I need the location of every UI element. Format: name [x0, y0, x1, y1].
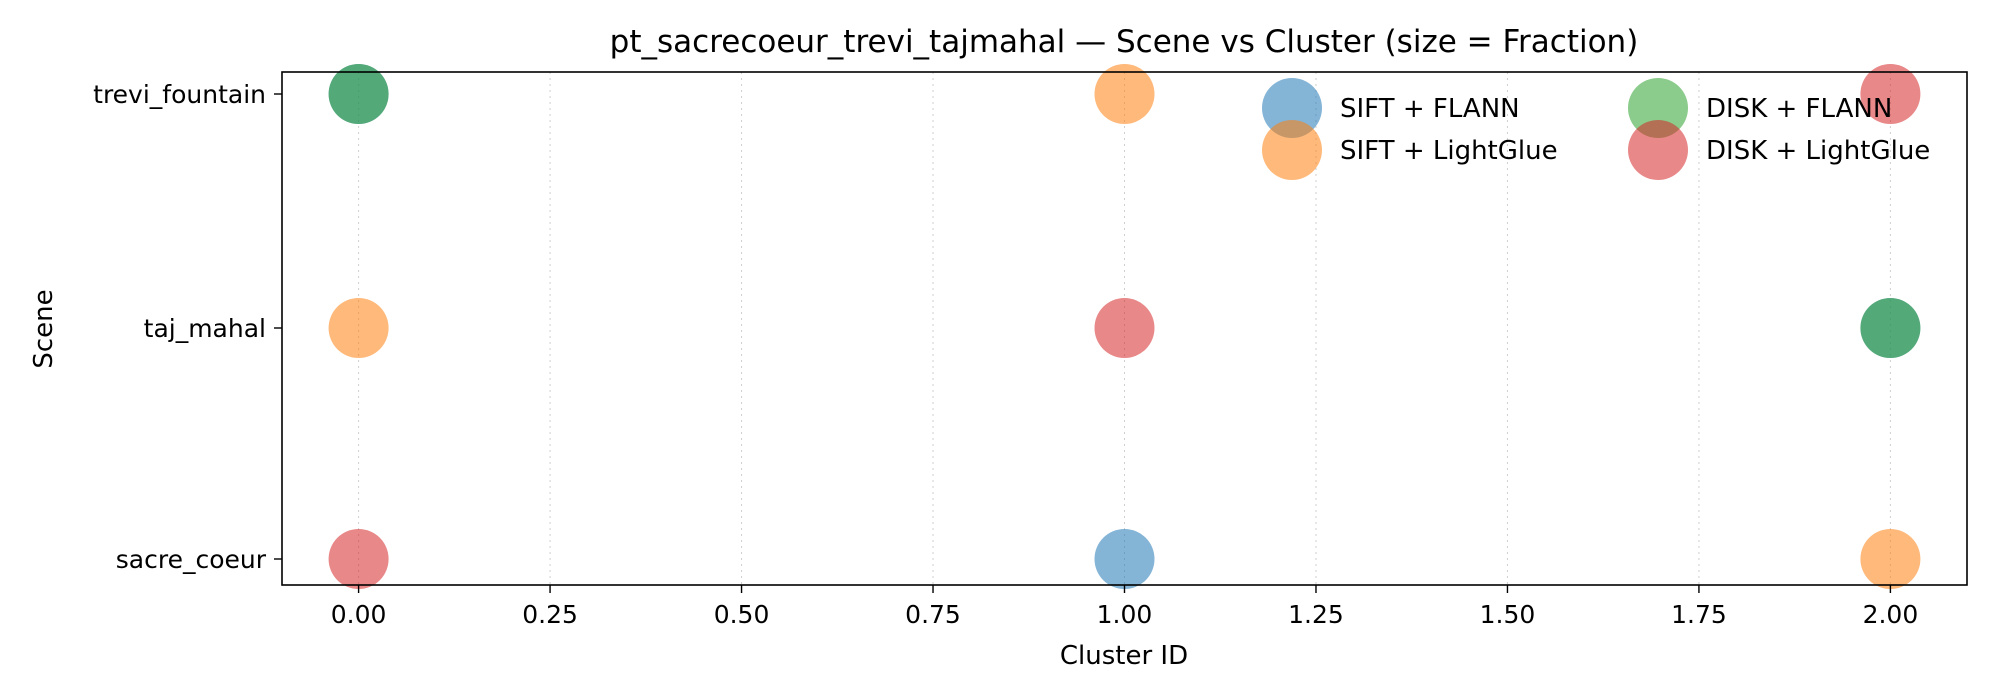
y-tick-label: taj_mahal [144, 314, 266, 343]
data-point [1860, 298, 1921, 358]
data-point [1860, 64, 1921, 124]
x-axis-label: Cluster ID [1060, 641, 1188, 671]
x-tick-label: 0.25 [522, 600, 578, 629]
data-point [1860, 529, 1921, 589]
data-point [1094, 529, 1155, 589]
x-tick-label: 2.00 [1863, 600, 1919, 629]
legend-label: DISK + LightGlue [1706, 136, 1930, 166]
legend-marker [1262, 78, 1322, 138]
data-points [328, 64, 1921, 589]
x-axis-ticks: 0.00 0.25 0.50 0.75 1.00 1.25 1.50 1.75 2.00 [331, 585, 1918, 629]
x-tick-label: 1.75 [1671, 600, 1727, 629]
x-tick-label: 1.50 [1480, 600, 1536, 629]
x-tick-label: 0.00 [331, 600, 387, 629]
data-point [328, 529, 389, 589]
y-tick-label: trevi_fountain [93, 80, 266, 109]
legend-marker [1628, 120, 1688, 180]
legend-marker [1262, 120, 1322, 180]
legend-label: SIFT + FLANN [1340, 94, 1520, 124]
data-point [1094, 298, 1155, 358]
legend-label: SIFT + LightGlue [1340, 136, 1558, 166]
legend-label: DISK + FLANN [1706, 94, 1892, 124]
x-tick-label: 0.75 [905, 600, 961, 629]
x-tick-label: 1.25 [1288, 600, 1344, 629]
x-tick-label: 1.00 [1097, 600, 1153, 629]
y-axis-label: Scene [29, 289, 59, 368]
legend-marker [1628, 78, 1688, 138]
x-tick-label: 0.50 [714, 600, 770, 629]
y-axis-ticks: sacre_coeur taj_mahal trevi_fountain [93, 80, 282, 574]
data-point [328, 64, 389, 124]
chart-title: pt_sacrecoeur_trevi_tajmahal — Scene vs … [610, 24, 1639, 60]
data-point [1094, 64, 1155, 124]
data-point [328, 298, 389, 358]
gridlines [358, 72, 1891, 585]
legend: SIFT + FLANN SIFT + LightGlue DISK + FLANN… [1262, 78, 1930, 180]
y-tick-label: sacre_coeur [116, 545, 267, 574]
